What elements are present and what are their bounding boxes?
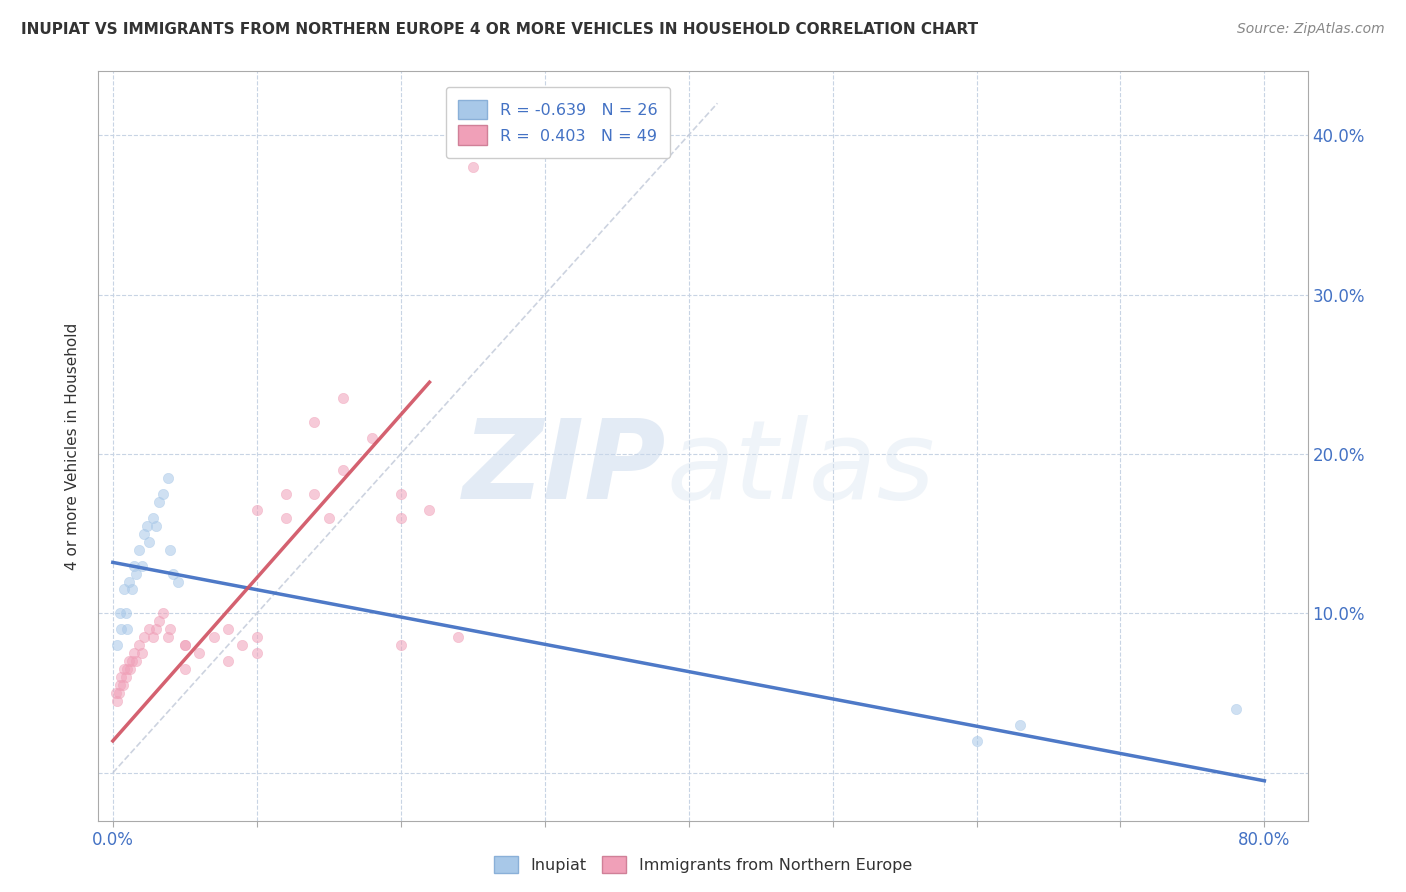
- Point: [156, 471, 179, 485]
- Point: [145, 623, 167, 637]
- Point: [304, 487, 326, 501]
- Point: [217, 654, 239, 668]
- Point: [274, 487, 297, 501]
- Point: [361, 431, 384, 445]
- Point: [138, 534, 160, 549]
- Point: [156, 630, 179, 644]
- Point: [389, 638, 412, 652]
- Text: atlas: atlas: [666, 415, 935, 522]
- Point: [173, 662, 195, 676]
- Point: [118, 574, 141, 589]
- Point: [120, 662, 142, 676]
- Point: [105, 638, 128, 652]
- Point: [131, 558, 153, 573]
- Point: [418, 502, 440, 516]
- Point: [125, 654, 148, 668]
- Point: [108, 607, 131, 621]
- Point: [112, 662, 135, 676]
- Point: [246, 630, 269, 644]
- Point: [105, 694, 128, 708]
- Text: INUPIAT VS IMMIGRANTS FROM NORTHERN EUROPE 4 OR MORE VEHICLES IN HOUSEHOLD CORRE: INUPIAT VS IMMIGRANTS FROM NORTHERN EURO…: [21, 22, 979, 37]
- Point: [231, 638, 253, 652]
- Point: [131, 646, 153, 660]
- Point: [121, 654, 143, 668]
- Point: [152, 607, 174, 621]
- Point: [1008, 718, 1031, 732]
- Point: [162, 566, 184, 581]
- Y-axis label: 4 or more Vehicles in Household: 4 or more Vehicles in Household: [65, 322, 80, 570]
- Point: [142, 630, 165, 644]
- Point: [1225, 702, 1247, 716]
- Point: [389, 487, 412, 501]
- Point: [332, 463, 354, 477]
- Point: [124, 558, 146, 573]
- Point: [125, 566, 148, 581]
- Point: [389, 510, 412, 524]
- Point: [166, 574, 188, 589]
- Point: [115, 623, 138, 637]
- Point: [148, 495, 170, 509]
- Point: [107, 686, 129, 700]
- Point: [124, 646, 146, 660]
- Point: [112, 582, 135, 597]
- Point: [110, 670, 132, 684]
- Point: [461, 160, 484, 174]
- Point: [121, 582, 143, 597]
- Point: [142, 510, 165, 524]
- Text: Source: ZipAtlas.com: Source: ZipAtlas.com: [1237, 22, 1385, 37]
- Point: [217, 623, 239, 637]
- Legend: Inupiat, Immigrants from Northern Europe: Inupiat, Immigrants from Northern Europe: [488, 849, 918, 880]
- Point: [188, 646, 211, 660]
- Point: [447, 630, 470, 644]
- Point: [202, 630, 225, 644]
- Point: [110, 623, 132, 637]
- Point: [318, 510, 340, 524]
- Text: ZIP: ZIP: [463, 415, 666, 522]
- Point: [145, 518, 167, 533]
- Point: [173, 638, 195, 652]
- Point: [114, 607, 136, 621]
- Point: [159, 623, 181, 637]
- Point: [128, 638, 150, 652]
- Point: [134, 526, 156, 541]
- Point: [111, 678, 134, 692]
- Point: [274, 510, 297, 524]
- Point: [108, 678, 131, 692]
- Point: [136, 518, 159, 533]
- Point: [115, 662, 138, 676]
- Point: [128, 542, 150, 557]
- Point: [332, 391, 354, 405]
- Point: [966, 734, 988, 748]
- Point: [104, 686, 127, 700]
- Point: [246, 646, 269, 660]
- Point: [159, 542, 181, 557]
- Point: [152, 487, 174, 501]
- Point: [173, 638, 195, 652]
- Point: [134, 630, 156, 644]
- Legend: R = -0.639   N = 26, R =  0.403   N = 49: R = -0.639 N = 26, R = 0.403 N = 49: [446, 87, 671, 158]
- Point: [114, 670, 136, 684]
- Point: [138, 623, 160, 637]
- Point: [118, 654, 141, 668]
- Point: [148, 615, 170, 629]
- Point: [246, 502, 269, 516]
- Point: [304, 415, 326, 429]
